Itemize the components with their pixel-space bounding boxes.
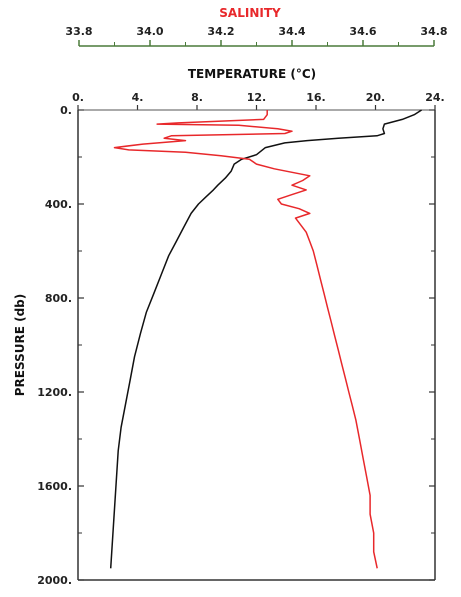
temperature-axis: TEMPERATURE (°C) 0. 4. 8. 12. 16. 20. 24. xyxy=(72,67,445,110)
salinity-tick-label: 34.0 xyxy=(136,25,163,38)
series-layer xyxy=(109,109,423,569)
salinity-tick-label: 34.4 xyxy=(278,25,305,38)
temperature-tick-label: 12. xyxy=(247,91,267,104)
salinity-axis-title: SALINITY xyxy=(219,6,281,20)
plot-frame xyxy=(77,109,436,581)
temperature-tick-label: 16. xyxy=(306,91,326,104)
temperature-tick-label: 0. xyxy=(72,91,84,104)
temperature-axis-title: TEMPERATURE (°C) xyxy=(188,67,316,81)
pressure-tick-label: 1600. xyxy=(37,480,72,493)
salinity-tick-label: 33.8 xyxy=(65,25,92,38)
temperature-tick-label: 4. xyxy=(132,91,144,104)
salinity-tick-label: 34.8 xyxy=(420,25,447,38)
pressure-tick-label: 1200. xyxy=(37,386,72,399)
pressure-axis-title: PRESSURE (db) xyxy=(13,294,27,397)
salinity-profile-line xyxy=(113,110,378,569)
temperature-tick-label: 20. xyxy=(366,91,386,104)
pressure-tick-label: 800. xyxy=(45,292,72,305)
salinity-tick-label: 34.2 xyxy=(207,25,234,38)
temperature-tick-label: 8. xyxy=(191,91,203,104)
temperature-tick-label: 24. xyxy=(425,91,445,104)
pressure-tick-label: 2000. xyxy=(37,574,72,587)
temperature-profile-line xyxy=(109,109,423,569)
pressure-axis: PRESSURE (db) 0. 400. 800. 1200. 1600. 2000. xyxy=(13,104,435,587)
pressure-tick-label: 400. xyxy=(45,198,72,211)
pressure-tick-label: 0. xyxy=(60,104,72,117)
salinity-axis: SALINITY 33.8 34.0 34.2 34.4 34.6 34.8 xyxy=(65,6,448,47)
salinity-tick-label: 34.6 xyxy=(349,25,376,38)
